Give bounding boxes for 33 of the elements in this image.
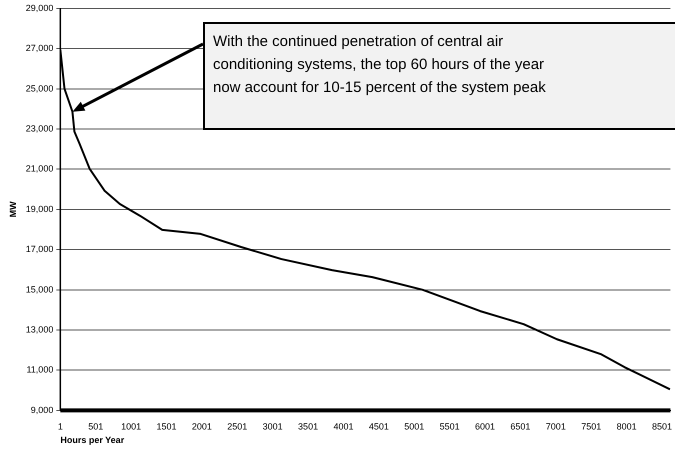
x-tick-label: 3001 xyxy=(262,421,283,432)
y-tick-label: 25,000 xyxy=(26,83,54,94)
y-tick-label: 27,000 xyxy=(26,43,54,54)
y-tick-label: 13,000 xyxy=(26,324,54,334)
x-tick-label: 6501 xyxy=(510,421,530,432)
x-tick-label: 5501 xyxy=(440,421,460,432)
x-tick-label: 2001 xyxy=(192,421,212,432)
annotation: With the continued penetration of central air conditioning systems, the top 60 hours of the year now account for 10-15 percent of the system peak xyxy=(213,32,547,98)
y-axis-title: MW xyxy=(8,200,18,218)
x-tick-label: 4001 xyxy=(333,421,354,432)
x-tick-label: 3501 xyxy=(298,421,318,432)
x-tick-label: 1001 xyxy=(121,421,142,432)
y-tick-label: 11,000 xyxy=(26,364,54,375)
y-tick-label: 29,000 xyxy=(26,2,54,13)
x-tick-label: 7501 xyxy=(581,421,602,432)
x-tick-label: 1501 xyxy=(156,421,177,432)
x-tick-label: 4501 xyxy=(368,421,389,432)
y-tick-label: 9,000 xyxy=(30,404,54,415)
x-tick-label: 7001 xyxy=(546,421,566,432)
x-tick-label: 2501 xyxy=(227,421,248,432)
y-tick-label: 17,000 xyxy=(26,244,54,254)
y-tick-label: 23,000 xyxy=(26,123,54,134)
x-tick-label: 8501 xyxy=(652,421,672,432)
x-tick-label: 6001 xyxy=(475,421,496,432)
x-tick-label: 8001 xyxy=(616,421,637,432)
x-tick-label: 5001 xyxy=(404,421,424,432)
x-tick-label: 501 xyxy=(88,421,104,432)
y-tick-label: 21,000 xyxy=(26,164,54,174)
x-axis-title: Hours per Year xyxy=(60,435,125,446)
y-tick-label: 19,000 xyxy=(26,204,54,214)
callout-box: With the continued penetration of central air conditioning systems, the top 60 hours of the year now account for 10-15 percent of the system peak xyxy=(203,22,675,130)
y-tick-label: 15,000 xyxy=(26,284,54,294)
x-tick-label: 1 xyxy=(58,421,63,432)
